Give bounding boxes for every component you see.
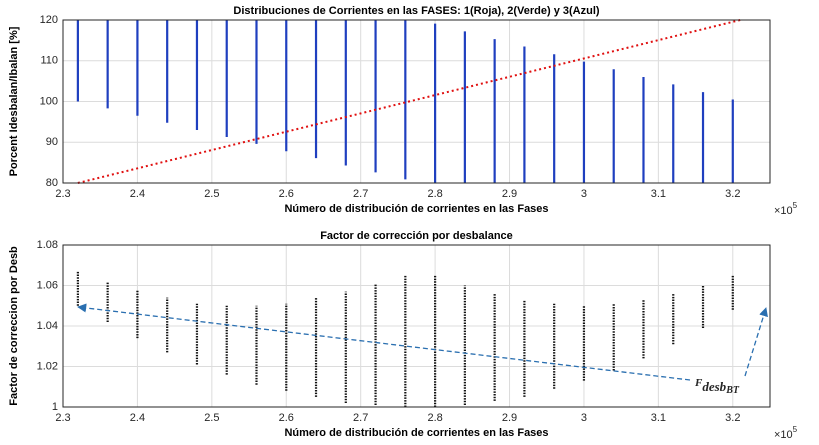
x-exponent: ×105 bbox=[774, 201, 798, 217]
exponent-base: ×10 bbox=[774, 205, 793, 217]
y-tick-label: 110 bbox=[40, 55, 58, 67]
x-tick-label: 3.1 bbox=[651, 412, 666, 424]
x-tick-label: 2.9 bbox=[502, 188, 517, 200]
annotation-arrow bbox=[744, 307, 768, 377]
y-tick-label: 120 bbox=[40, 14, 58, 26]
x-tick-label: 3 bbox=[581, 412, 587, 424]
x-tick-label: 2.5 bbox=[204, 412, 219, 424]
x-tick-label: 3.1 bbox=[651, 188, 666, 200]
y-tick-label: 90 bbox=[46, 136, 58, 148]
x-tick-label: 2.6 bbox=[279, 188, 294, 200]
axes-box bbox=[62, 244, 771, 408]
x-tick-label: 2.4 bbox=[130, 412, 145, 424]
y-tick-label: 1.08 bbox=[37, 239, 58, 251]
x-tick-label: 3.2 bbox=[725, 188, 740, 200]
exponent: 5 bbox=[793, 425, 798, 434]
x-tick-label: 2.6 bbox=[279, 412, 294, 424]
exponent: 5 bbox=[793, 201, 798, 210]
x-tick-label: 2.5 bbox=[204, 188, 219, 200]
y-tick-label: 80 bbox=[46, 177, 58, 189]
exponent-base: ×10 bbox=[774, 429, 793, 441]
x-tick-label: 2.9 bbox=[502, 412, 517, 424]
y-tick-label: 1.06 bbox=[37, 279, 58, 291]
x-tick-label: 2.8 bbox=[427, 188, 442, 200]
annotation-main: F bbox=[694, 377, 703, 389]
x-tick-label: 3 bbox=[581, 188, 587, 200]
data-line bbox=[77, 19, 741, 184]
y-axis-label: Factor de correccion por Desb bbox=[8, 246, 20, 406]
axes-box bbox=[62, 19, 771, 184]
annotation-arrow bbox=[77, 303, 691, 381]
x-axis-label: Número de distribución de corrientes en … bbox=[284, 427, 548, 439]
x-tick-label: 2.3 bbox=[55, 188, 70, 200]
x-tick-label: 2.7 bbox=[353, 188, 368, 200]
y-tick-label: 100 bbox=[40, 95, 58, 107]
x-exponent: ×105 bbox=[774, 425, 798, 441]
x-tick-label: 2.7 bbox=[353, 412, 368, 424]
y-tick-label: 1 bbox=[52, 401, 58, 413]
x-tick-label: 3.2 bbox=[725, 412, 740, 424]
y-tick-label: 1.02 bbox=[37, 360, 58, 372]
x-tick-label: 2.8 bbox=[427, 412, 442, 424]
x-tick-label: 2.4 bbox=[130, 188, 145, 200]
y-tick-label: 1.04 bbox=[37, 320, 58, 332]
x-tick-label: 2.3 bbox=[55, 412, 70, 424]
chart-title: Distribuciones de Corrientes en las FASE… bbox=[233, 5, 599, 17]
annotation: FdesbBT bbox=[694, 377, 740, 397]
chart-title: Factor de corrección por desbalance bbox=[320, 230, 513, 242]
annotation-sub: desb bbox=[702, 379, 726, 394]
annotation-subsub: BT bbox=[725, 385, 740, 396]
y-axis-label: Porcent Idesbalan/Ibalan [%] bbox=[8, 26, 20, 176]
x-axis-label: Número de distribución de corrientes en … bbox=[284, 203, 548, 215]
